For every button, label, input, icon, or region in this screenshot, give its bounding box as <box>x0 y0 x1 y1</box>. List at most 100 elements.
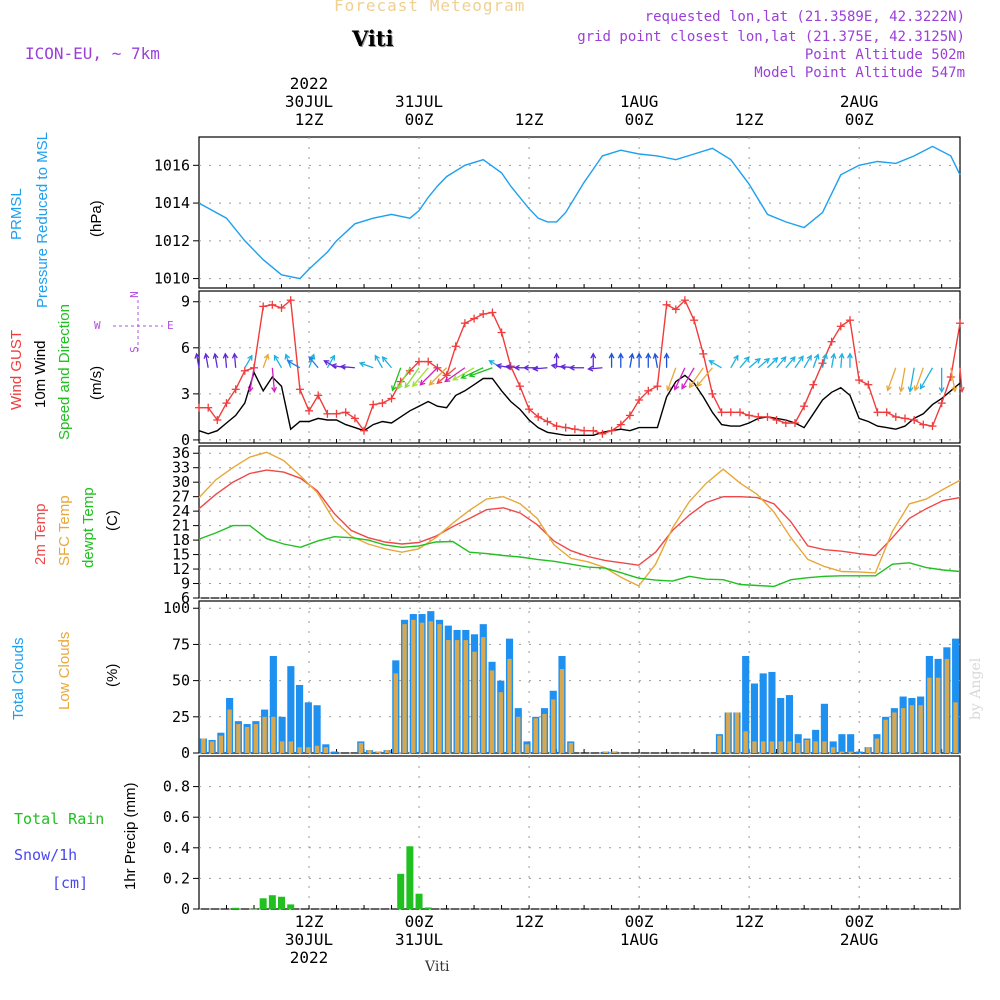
wind-gust-line-point <box>204 403 213 412</box>
wind-gust-line-point <box>836 322 845 331</box>
y-tick-label: 50 <box>172 672 190 690</box>
bottom-time-label: 2AUG <box>839 930 879 949</box>
wind-10m-label: 10m Wind <box>32 340 49 408</box>
rain-bar <box>278 896 286 909</box>
wind-gust-line-point <box>846 316 854 325</box>
low-cloud-bar <box>227 709 232 753</box>
wind-direction-arrow <box>608 352 615 368</box>
wind-direction-arrow <box>391 367 402 392</box>
temp-sfc-line <box>198 451 961 587</box>
temp-dewpt-label: dewpt Temp <box>80 487 97 568</box>
top-time-label: 12Z <box>514 110 544 129</box>
top-time-label: 12Z <box>734 110 764 129</box>
y-tick-label: 24 <box>172 502 190 520</box>
wind-gust-line-point <box>525 405 534 414</box>
model-altitude: Model Point Altitude 547m <box>754 65 965 81</box>
wind-direction-arrow <box>757 357 771 369</box>
wind-direction-arrow <box>381 356 393 369</box>
y-tick-label: 0.4 <box>163 839 190 857</box>
low-cloud-bar <box>306 747 311 753</box>
wind-gust-line-point <box>708 389 717 398</box>
wind-gust-line-point <box>781 419 790 427</box>
wind-gust-line-point <box>607 426 616 435</box>
wind-unit: (m/s) <box>88 365 105 400</box>
total-cloud-bar <box>820 703 828 753</box>
top-time-label: 00Z <box>404 110 434 129</box>
low-cloud-bar <box>323 747 329 753</box>
wind-direction-arrow <box>673 367 686 391</box>
wind-gust-line-point <box>882 408 891 417</box>
wind-10m-line <box>198 370 961 436</box>
wind-gust-line-point <box>928 422 937 431</box>
low-cloud-bar <box>402 624 407 753</box>
wind-gust-line-point <box>690 316 699 325</box>
wind-direction-arrow <box>898 367 906 393</box>
footer-station: Viti <box>425 959 450 975</box>
wind-direction-arrow <box>617 352 624 368</box>
wind-direction-arrow <box>404 367 420 389</box>
wind-direction-arrow <box>886 367 897 392</box>
wind-gust-line-point <box>451 342 460 351</box>
low-cloud-bar <box>262 716 267 753</box>
total-cloud-bar <box>768 671 776 753</box>
point-altitude: Point Altitude 502m <box>804 47 965 63</box>
low-clouds-label: Low Clouds <box>56 631 73 710</box>
wind-gust-line-point <box>644 386 653 395</box>
wind-direction-arrow <box>628 352 635 368</box>
low-cloud-bar <box>726 712 731 753</box>
wind-gust-line-point <box>488 308 497 317</box>
low-cloud-bar <box>516 716 521 753</box>
wind-gust-line-point <box>827 337 836 346</box>
low-cloud-bar <box>524 744 530 753</box>
rain-bar <box>397 873 405 909</box>
y-tick-label: 30 <box>172 473 190 491</box>
wind-gust-line-point <box>378 399 387 408</box>
wind-gust-line-point <box>231 385 240 394</box>
wind-direction-arrow <box>830 352 837 368</box>
total-cloud-bar <box>313 705 321 753</box>
wind-direction-arrow <box>838 352 845 368</box>
low-cloud-bar <box>463 640 468 753</box>
total-cloud-bar <box>304 702 312 753</box>
wind-gust-line-point <box>635 396 644 404</box>
wind-gust-line-point <box>295 385 304 394</box>
wind-gust-line-point <box>515 382 524 391</box>
compass-w: W <box>94 319 101 332</box>
wind-direction-arrow <box>681 367 695 390</box>
wind-gust-line-point <box>910 416 919 424</box>
low-cloud-bar <box>253 724 259 753</box>
total-cloud-bar <box>750 683 759 753</box>
precip-unit: 1hr Precip (mm) <box>122 782 139 890</box>
total-cloud-bar <box>785 695 794 753</box>
wind-direction-arrow <box>919 367 934 390</box>
wind-direction-arrow <box>776 356 787 369</box>
top-time-label: 1AUG <box>619 92 659 111</box>
low-cloud-bar <box>813 741 818 753</box>
wind-gust-line-point <box>387 394 396 403</box>
wind-direction-arrow <box>913 367 924 392</box>
wind-direction-arrow <box>308 353 316 368</box>
wind-direction-arrow <box>411 367 429 388</box>
y-tick-label: 9 <box>181 575 190 593</box>
wind-direction-arrow <box>766 356 779 369</box>
low-cloud-bar <box>454 640 460 753</box>
wind-direction-arrow <box>666 367 677 392</box>
wind-gust-line-point <box>791 419 799 427</box>
wind-direction-arrow <box>696 367 713 388</box>
wind-gust-line-point <box>754 412 763 421</box>
wind-direction-arrow <box>419 367 438 386</box>
wind-gust-line-point <box>543 417 552 426</box>
low-cloud-bar <box>717 735 722 753</box>
y-tick-label: 6 <box>181 589 190 607</box>
wind-direction-arrow <box>847 352 853 368</box>
low-cloud-bar <box>778 741 783 753</box>
low-cloud-bar <box>358 742 363 753</box>
credit-watermark: by Angel <box>968 657 984 720</box>
y-tick-label: 1016 <box>154 156 190 174</box>
bottom-time-label: 12Z <box>294 912 324 931</box>
wind-gust-line-point <box>680 296 689 305</box>
total-cloud-bar <box>296 684 304 753</box>
wind-direction-arrow <box>553 352 560 368</box>
wind-gust-line-point <box>424 357 433 366</box>
